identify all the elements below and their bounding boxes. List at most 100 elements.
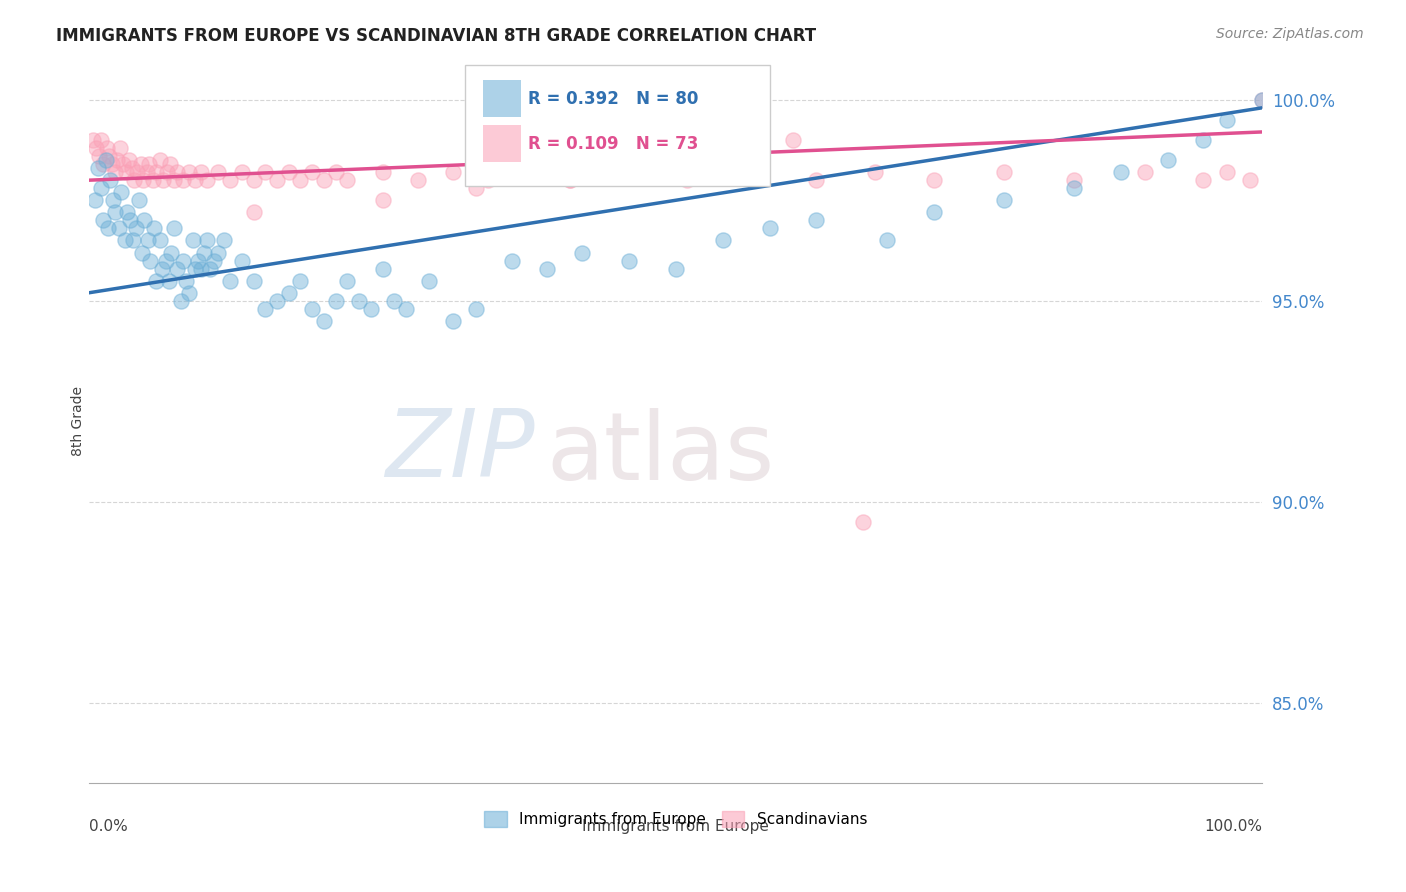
Legend: Immigrants from Europe, Scandinavians: Immigrants from Europe, Scandinavians — [478, 805, 873, 833]
Point — [536, 261, 558, 276]
Point — [617, 253, 640, 268]
Point — [1133, 165, 1156, 179]
Point — [922, 173, 945, 187]
Point — [1063, 173, 1085, 187]
Point — [219, 274, 242, 288]
Point — [170, 293, 193, 308]
Point — [166, 261, 188, 276]
Point — [149, 153, 172, 167]
Point — [301, 165, 323, 179]
Point — [82, 133, 104, 147]
Point — [132, 173, 155, 187]
Point — [406, 173, 429, 187]
Point — [134, 213, 156, 227]
Point — [114, 234, 136, 248]
Point — [135, 165, 157, 179]
Point — [87, 149, 110, 163]
Point — [418, 274, 440, 288]
Point — [193, 245, 215, 260]
Point — [242, 173, 264, 187]
Point — [325, 165, 347, 179]
Point — [254, 301, 277, 316]
Point — [360, 301, 382, 316]
Point — [441, 165, 464, 179]
Point — [118, 153, 141, 167]
Point — [806, 213, 828, 227]
Point — [139, 253, 162, 268]
Point — [347, 293, 370, 308]
Point — [922, 205, 945, 219]
Point — [1216, 112, 1239, 127]
FancyBboxPatch shape — [484, 80, 520, 118]
Point — [371, 194, 394, 208]
Point — [242, 205, 264, 219]
Point — [560, 173, 582, 187]
Point — [371, 165, 394, 179]
Point — [127, 165, 149, 179]
Point — [382, 293, 405, 308]
Point — [290, 173, 312, 187]
Point — [266, 173, 288, 187]
Point — [254, 165, 277, 179]
Point — [101, 194, 124, 208]
Point — [325, 293, 347, 308]
Text: Source: ZipAtlas.com: Source: ZipAtlas.com — [1216, 27, 1364, 41]
Point — [157, 274, 180, 288]
Point — [1192, 173, 1215, 187]
Y-axis label: 8th Grade: 8th Grade — [72, 386, 86, 457]
Point — [190, 261, 212, 276]
Point — [142, 173, 165, 187]
Point — [242, 274, 264, 288]
Point — [160, 245, 183, 260]
Point — [617, 165, 640, 179]
Text: R = 0.109   N = 73: R = 0.109 N = 73 — [527, 135, 699, 153]
Point — [84, 194, 107, 208]
Point — [700, 153, 723, 167]
Point — [184, 261, 207, 276]
Point — [166, 165, 188, 179]
Point — [806, 173, 828, 187]
Point — [96, 141, 118, 155]
Point — [131, 245, 153, 260]
Point — [290, 274, 312, 288]
Point — [1239, 173, 1261, 187]
Point — [98, 149, 121, 163]
Point — [184, 173, 207, 187]
Point — [155, 253, 177, 268]
Point — [108, 141, 131, 155]
Point — [129, 157, 152, 171]
Point — [195, 173, 218, 187]
Point — [231, 253, 253, 268]
Text: ZIP: ZIP — [385, 405, 534, 496]
Point — [1192, 133, 1215, 147]
Point — [150, 261, 173, 276]
Point — [477, 173, 499, 187]
Point — [163, 173, 186, 187]
Point — [145, 274, 167, 288]
Point — [90, 181, 112, 195]
Point — [560, 173, 582, 187]
Point — [782, 133, 804, 147]
Text: R = 0.392   N = 80: R = 0.392 N = 80 — [527, 90, 699, 108]
Text: 100.0%: 100.0% — [1204, 819, 1263, 834]
Point — [86, 161, 108, 175]
Point — [104, 205, 127, 219]
Point — [125, 221, 148, 235]
Point — [277, 285, 299, 300]
Text: 0.0%: 0.0% — [90, 819, 128, 834]
Point — [152, 173, 174, 187]
Point — [571, 245, 593, 260]
Point — [665, 261, 688, 276]
Point — [142, 221, 165, 235]
Point — [1251, 93, 1274, 107]
Point — [149, 234, 172, 248]
Point — [1111, 165, 1133, 179]
Point — [97, 221, 120, 235]
Point — [122, 173, 145, 187]
Point — [112, 157, 135, 171]
Point — [187, 253, 209, 268]
Point — [136, 234, 159, 248]
Point — [852, 515, 875, 529]
Point — [301, 301, 323, 316]
Point — [1216, 165, 1239, 179]
